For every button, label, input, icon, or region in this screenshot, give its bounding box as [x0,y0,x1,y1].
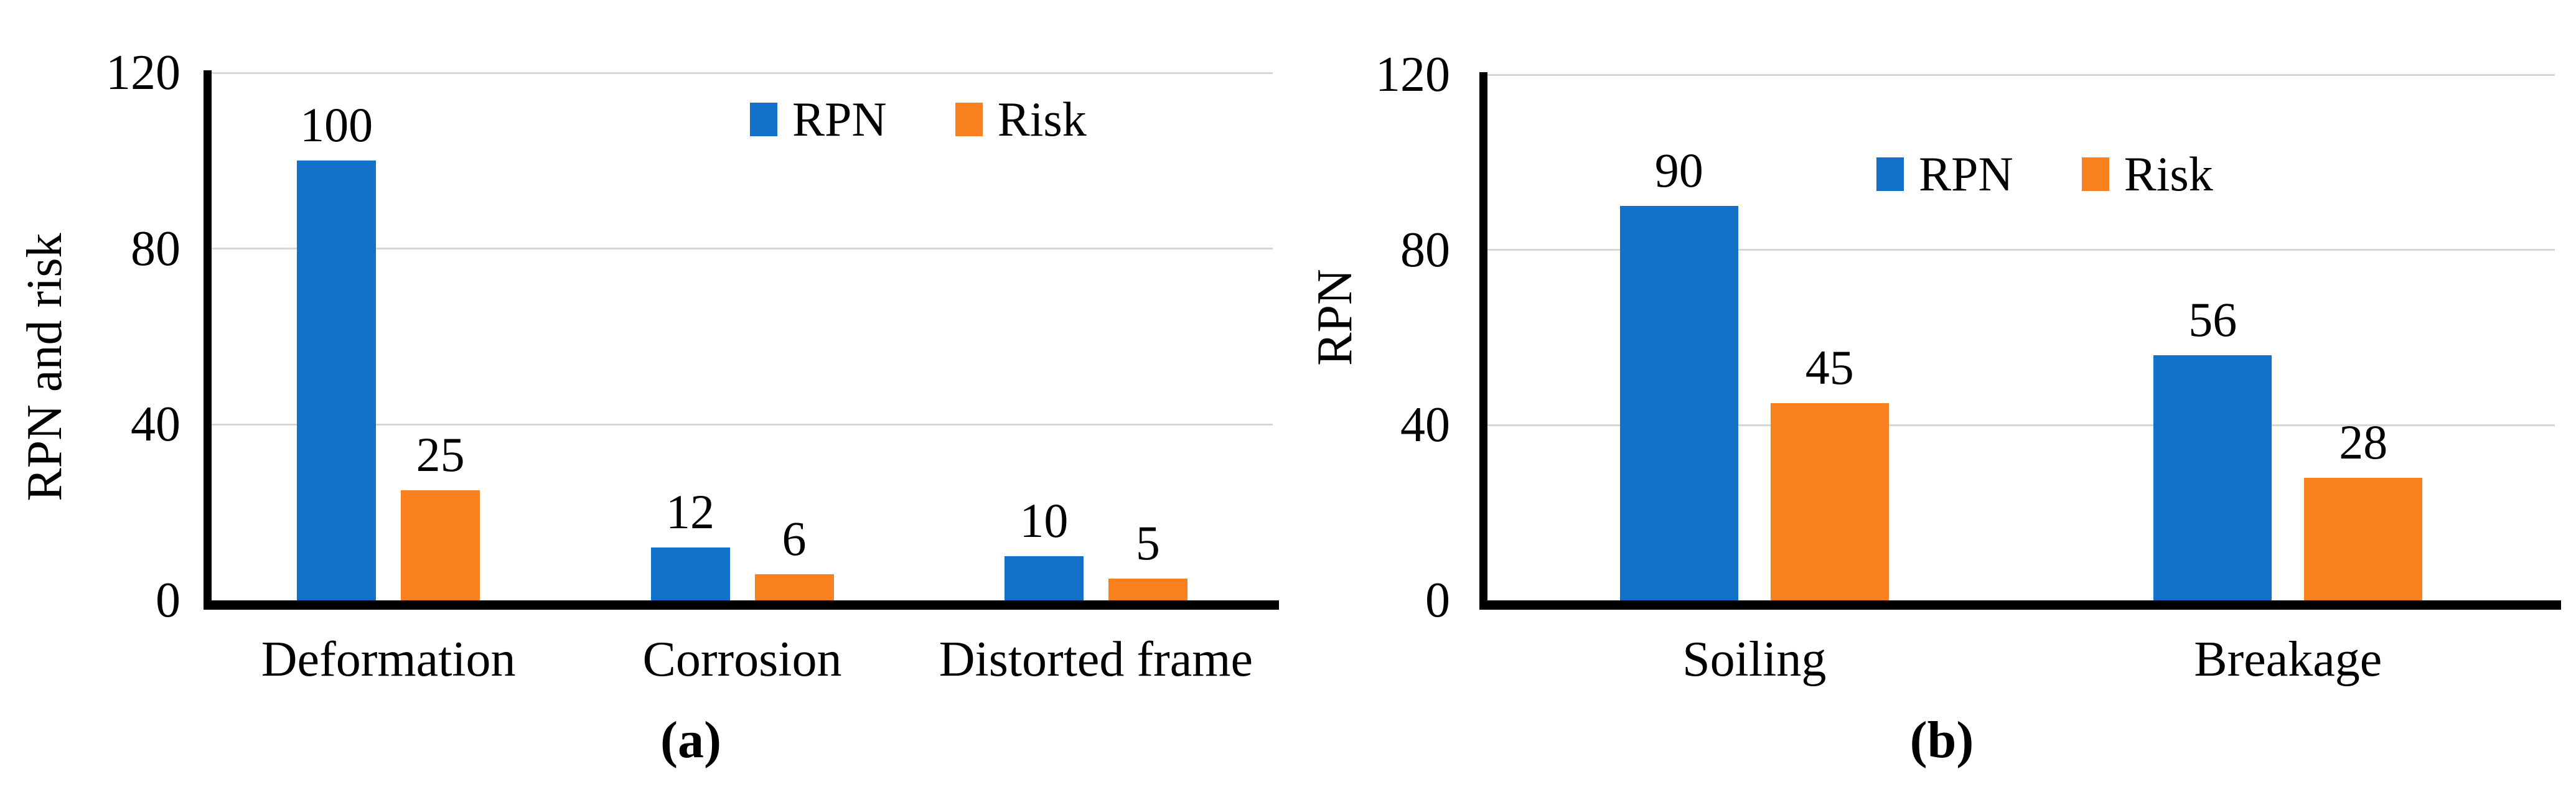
legend-item-rpn: RPN [1876,148,2013,200]
legend-swatch-rpn [1876,157,1904,191]
y-tick-40-b: 40 [1400,398,1450,453]
data-label-rpn-deformation: 100 [300,98,373,152]
data-label-risk-breakage: 28 [2339,414,2388,469]
gridline-80-a [212,248,1273,250]
gridline-80-b [1487,249,2555,251]
bar-risk-breakage [2304,477,2423,600]
legend-swatch-risk [2081,157,2109,191]
category-label-breakage: Breakage [2194,632,2382,687]
bar-rpn-corrosion [650,547,730,600]
category-label-corrosion: Corrosion [642,632,842,687]
category-label-deformation: Deformation [261,632,516,687]
bar-risk-soiling [1770,403,1889,600]
y-tick-40-a: 40 [131,397,180,452]
bar-rpn-distorted-frame [1004,556,1084,600]
legend-swatch-rpn [750,103,777,136]
panel-caption-a: (a) [660,711,721,769]
data-label-rpn-soiling: 90 [1654,143,1703,198]
legend-item-rpn: RPN [750,93,887,146]
gridline-40-a [212,423,1273,426]
legend-label-rpn: RPN [792,92,887,146]
legend-label-rpn: RPN [1919,147,2013,201]
bar-risk-deformation [401,490,480,600]
legend-a: RPN Risk [750,93,1087,146]
category-label-soiling: Soiling [1682,632,1827,687]
y-axis-line-a [204,70,212,610]
bar-risk-distorted-frame [1108,578,1187,600]
data-label-risk-distorted-frame: 5 [1135,515,1160,570]
data-label-risk-soiling: 45 [1805,340,1854,395]
y-axis-line-b [1479,72,1487,610]
y-tick-0-a: 0 [156,573,180,628]
gridline-120-a [212,72,1273,74]
category-label-distorted-frame: Distorted frame [939,632,1253,687]
y-tick-120-a: 120 [106,45,180,100]
legend-item-risk: Risk [2081,147,2213,201]
x-axis-line-a [204,600,1279,610]
gridline-120-b [1487,73,2555,76]
data-label-rpn-corrosion: 12 [666,485,714,539]
legend-label-risk: Risk [2124,147,2213,201]
bar-rpn-deformation [297,161,377,600]
legend-b: RPN Risk [1876,148,2213,200]
bar-risk-corrosion [754,574,834,600]
data-label-rpn-breakage: 56 [2188,292,2237,347]
legend-swatch-risk [955,103,983,136]
y-tick-0-b: 0 [1425,573,1450,628]
data-label-risk-deformation: 25 [416,427,465,482]
data-label-risk-corrosion: 6 [782,511,807,566]
y-tick-120-b: 120 [1375,47,1450,102]
y-tick-80-a: 80 [131,221,180,276]
gridline-40-b [1487,424,2555,426]
data-label-rpn-distorted-frame: 10 [1019,493,1069,548]
x-axis-line-b [1479,600,2561,610]
bar-rpn-breakage [2153,355,2272,600]
panel-caption-b: (b) [1909,711,1974,769]
legend-item-risk: Risk [955,93,1087,146]
y-tick-80-b: 80 [1400,222,1450,277]
legend-label-risk: Risk [997,92,1087,146]
y-axis-title-b: RPN [1308,269,1362,366]
bar-rpn-soiling [1619,206,1738,600]
